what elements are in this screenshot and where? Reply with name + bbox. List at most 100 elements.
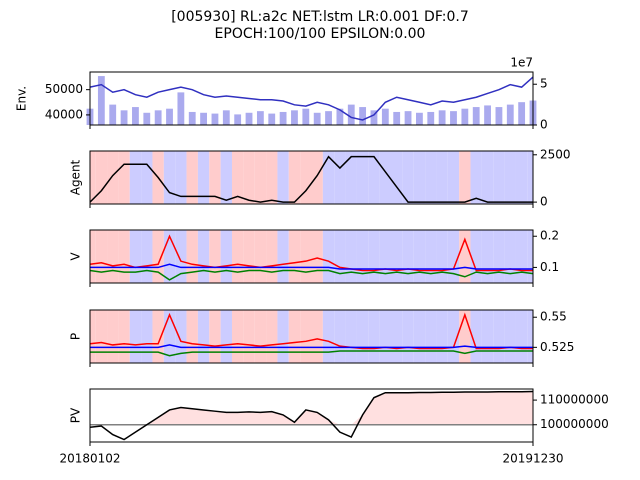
volume-bar	[97, 76, 105, 125]
volume-bar	[347, 104, 355, 125]
action-band	[481, 310, 494, 363]
action-band	[391, 151, 403, 204]
volume-bar	[438, 110, 446, 125]
action-band	[504, 310, 516, 363]
action-band	[356, 310, 369, 363]
series-line	[89, 312, 533, 350]
action-band	[322, 230, 335, 283]
y-tick-label: 0	[540, 195, 548, 209]
action-band	[459, 230, 471, 283]
action-band	[300, 151, 312, 204]
y2-offset-label: 1e7	[510, 56, 533, 70]
action-band	[515, 310, 528, 363]
action-band	[402, 310, 414, 363]
volume-bar	[427, 111, 435, 125]
action-band	[481, 151, 494, 204]
action-band	[209, 310, 221, 363]
action-band	[436, 230, 448, 283]
action-band	[129, 310, 142, 363]
action-band	[527, 151, 533, 204]
action-band	[163, 230, 176, 283]
volume-bar	[234, 114, 242, 125]
action-band	[379, 310, 392, 363]
action-band	[493, 310, 505, 363]
series-line	[89, 269, 534, 281]
action-band	[345, 310, 357, 363]
y-axis-label: V	[69, 252, 83, 261]
figure-title: [005930] RL:a2c NET:lstm LR:0.001 DF:0.7	[171, 9, 469, 25]
action-band	[243, 151, 255, 204]
action-band	[527, 310, 533, 363]
action-band	[470, 230, 482, 283]
action-band	[118, 230, 130, 283]
action-band	[368, 310, 380, 363]
action-band	[311, 310, 323, 363]
action-band	[266, 151, 278, 204]
action-band	[504, 230, 516, 283]
action-band	[220, 310, 232, 363]
action-band	[311, 151, 323, 204]
y-tick-label: 100000000	[540, 417, 609, 431]
action-band	[391, 310, 403, 363]
figure-title: EPOCH:100/100 EPSILON:0.00	[215, 26, 426, 42]
action-band	[95, 310, 108, 363]
action-band	[220, 151, 232, 204]
action-band	[107, 310, 119, 363]
action-band	[527, 230, 533, 283]
volume-bar	[268, 113, 276, 125]
y2-tick-label: 5	[540, 77, 548, 91]
volume-bar	[245, 112, 253, 125]
action-band	[175, 230, 187, 283]
action-band	[345, 230, 357, 283]
action-band	[413, 310, 426, 363]
action-band	[231, 310, 244, 363]
volume-bar	[404, 111, 412, 125]
action-band	[243, 230, 255, 283]
volume-bar	[495, 107, 503, 125]
action-band	[402, 230, 414, 283]
volume-bar	[302, 108, 310, 125]
volume-bar	[325, 111, 332, 125]
volume-bar	[370, 110, 378, 125]
action-band	[322, 151, 335, 204]
action-band	[356, 230, 369, 283]
action-band	[129, 230, 142, 283]
volume-bar	[381, 108, 389, 125]
action-band	[288, 230, 301, 283]
action-band	[90, 310, 96, 363]
volume-bar	[416, 112, 423, 125]
y-tick-label: 40000	[45, 107, 83, 121]
action-band	[459, 310, 471, 363]
volume-bar	[506, 104, 514, 125]
axes-frame	[89, 309, 534, 364]
series-line	[89, 155, 533, 203]
volume-bar	[109, 104, 117, 125]
axes-frame	[89, 229, 534, 284]
y-tick-label: 110000000	[540, 393, 609, 407]
action-band	[447, 310, 460, 363]
action-band	[413, 230, 426, 283]
action-band	[379, 151, 392, 204]
volume-bar	[143, 112, 151, 125]
volume-bar	[336, 108, 344, 125]
action-band	[481, 230, 494, 283]
y-tick-label: 0.1	[540, 260, 559, 274]
y-tick-label: 2500	[540, 147, 571, 161]
y-axis-label: P	[69, 333, 83, 340]
action-band	[356, 151, 369, 204]
action-band	[152, 230, 164, 283]
axes-frame	[89, 388, 534, 443]
y-tick-label: 0.2	[540, 229, 559, 243]
volume-bar	[518, 102, 526, 125]
volume-bar	[359, 107, 367, 125]
series-line	[90, 350, 533, 357]
action-band	[425, 310, 437, 363]
action-band	[220, 230, 232, 283]
action-band	[300, 310, 312, 363]
volume-bar	[484, 105, 491, 125]
series-line	[90, 344, 533, 349]
action-band	[470, 151, 482, 204]
x-tick-label: 20191230	[502, 452, 563, 466]
y-axis-label: Env.	[15, 86, 29, 111]
